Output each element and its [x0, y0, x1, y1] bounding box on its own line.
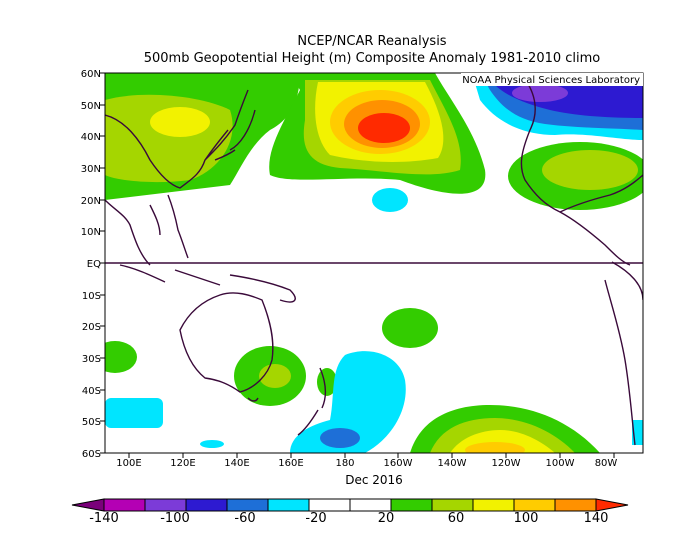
colorbar-cell: [144, 498, 187, 512]
colorbar-cells: [71, 498, 629, 512]
lon-label: 100W: [546, 458, 575, 469]
figure-title: NCEP/NCAR Reanalysis: [297, 34, 446, 49]
coast-japan: [214, 109, 256, 161]
colorbar-cell: [390, 498, 433, 512]
lon-label: 160W: [384, 458, 413, 469]
anomaly-positive-namerica-inner: [542, 150, 638, 190]
lon-label: 140E: [224, 458, 249, 469]
lat-label: 40S: [82, 386, 101, 397]
colorbar-labels: -140 -100 -60 -20 20 60 100 140: [89, 511, 608, 526]
lat-label: 10S: [82, 291, 101, 302]
coast-new-zealand: [297, 367, 327, 436]
lon-label: 100E: [116, 458, 141, 469]
lon-axis: 100E 120E 140E 160E 180 160W 140W 120W 1…: [116, 458, 617, 469]
colorbar-arrow-high: [595, 498, 629, 512]
colorbar-label: -20: [305, 511, 326, 526]
lat-label: 50N: [81, 101, 101, 112]
coast-tasmania: [247, 397, 259, 402]
credit-label: NOAA Physical Sciences Laboratory: [462, 75, 640, 86]
anomaly-negative-southern: [290, 351, 406, 453]
colorbar-cell: [267, 498, 310, 512]
figure-subtitle: 500mb Geopotential Height (m) Composite …: [144, 51, 601, 66]
anomaly-fields: [105, 73, 643, 453]
lat-label: 20N: [81, 196, 101, 207]
colorbar-cell: [308, 498, 351, 512]
anomaly-negative-southwest: [105, 398, 163, 428]
coast-indonesia: [119, 264, 296, 303]
coast-australia: [179, 292, 274, 393]
lat-label: 40N: [81, 132, 101, 143]
anomaly-positive-sindian: [105, 341, 137, 373]
lon-label: 80W: [595, 458, 618, 469]
colorbar-cell: [226, 498, 269, 512]
lat-label: 30N: [81, 164, 101, 175]
colorbar-cell: [103, 498, 146, 512]
lat-label: EQ: [87, 259, 101, 270]
anomaly-positive-asia-core: [150, 107, 210, 137]
colorbar-cell: [513, 498, 556, 512]
colorbar: -140 -100 -60 -20 20 60 100 140: [71, 498, 629, 526]
lon-label: 140W: [438, 458, 467, 469]
lat-axis: 60N 50N 40N 30N 20N 10N EQ 10S 20S 30S 4…: [81, 69, 101, 460]
colorbar-label: 100: [514, 511, 539, 526]
colorbar-label: -60: [234, 511, 255, 526]
colorbar-cell: [185, 498, 228, 512]
anomaly-map: NOAA Physical Sciences Laboratory 60N 50…: [81, 69, 644, 487]
colorbar-cell: [554, 498, 597, 512]
lon-label: 120W: [492, 458, 521, 469]
lat-label: 50S: [82, 417, 101, 428]
lat-label: 60S: [82, 449, 101, 460]
colorbar-cell: [472, 498, 515, 512]
anomaly-positive-southern-gold: [465, 442, 525, 453]
lat-label: 10N: [81, 227, 101, 238]
anomaly-positive-tasman-inner: [259, 364, 291, 388]
period-label: Dec 2016: [345, 473, 403, 487]
colorbar-arrow-low: [71, 498, 105, 512]
lon-label: 180: [335, 458, 354, 469]
lat-label: 30S: [82, 354, 101, 365]
coast-philippines: [167, 194, 189, 259]
lat-label: 60N: [81, 69, 101, 80]
anomaly-negative-southern-blue: [320, 428, 360, 448]
colorbar-label: -140: [89, 511, 119, 526]
colorbar-label: 20: [378, 511, 395, 526]
anomaly-negative-southwest-small: [200, 440, 224, 448]
coastlines: [105, 73, 643, 446]
lon-ticks: [100, 72, 615, 458]
colorbar-label: -100: [160, 511, 190, 526]
coast-asia: [105, 89, 249, 266]
anomaly-negative-subtropical: [372, 188, 408, 212]
colorbar-label: 140: [584, 511, 609, 526]
colorbar-cell: [349, 498, 392, 512]
coast-north-america: [519, 73, 643, 266]
anomaly-positive-spacific: [382, 308, 438, 348]
lat-label: 20S: [82, 322, 101, 333]
anomaly-negative-nepacific-purple: [512, 84, 568, 102]
anomaly-positive-pacific-red: [358, 113, 410, 143]
colorbar-label: 60: [448, 511, 465, 526]
credit-box: [461, 73, 643, 86]
lon-label: 160E: [278, 458, 303, 469]
lon-label: 120E: [170, 458, 195, 469]
anomaly-negative-far-se: [632, 420, 643, 445]
colorbar-cell: [431, 498, 474, 512]
